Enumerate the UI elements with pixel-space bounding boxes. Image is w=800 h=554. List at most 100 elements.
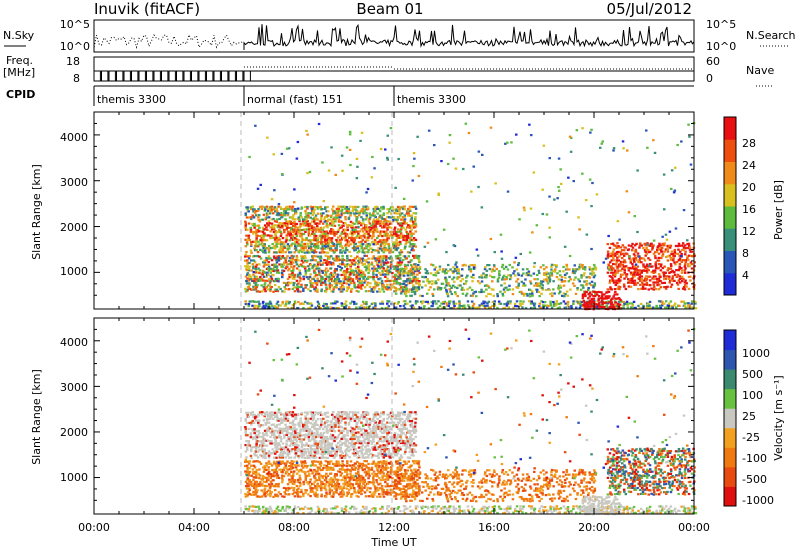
power-cell xyxy=(485,284,488,287)
power-cell xyxy=(350,282,353,285)
power-cell xyxy=(480,280,484,283)
power-cell xyxy=(616,271,619,274)
velocity-cell xyxy=(253,413,256,417)
power-cell xyxy=(326,241,330,244)
power-cell xyxy=(626,149,629,152)
velocity-cell xyxy=(327,424,330,427)
power-cell xyxy=(499,302,503,305)
velocity-cell xyxy=(349,411,352,414)
power-cell xyxy=(349,277,353,280)
velocity-cell xyxy=(246,444,249,447)
power-cell xyxy=(309,282,312,285)
power-cell xyxy=(617,259,621,262)
power-cell xyxy=(382,241,386,244)
power-cell xyxy=(320,278,323,281)
power-cell xyxy=(417,286,420,289)
power-cell xyxy=(267,278,271,281)
velocity-cell xyxy=(286,430,289,433)
power-cell xyxy=(300,283,303,286)
power-cell xyxy=(275,267,279,270)
power-cell xyxy=(640,269,644,272)
power-cell xyxy=(398,207,402,211)
power-cell xyxy=(299,244,302,247)
power-cell xyxy=(394,267,397,271)
power-cell xyxy=(376,241,379,244)
power-cell xyxy=(370,276,373,279)
power-cell xyxy=(307,307,310,310)
power-cell xyxy=(357,290,360,293)
power-cell xyxy=(345,269,349,272)
velocity-cell xyxy=(250,446,253,449)
power-cell xyxy=(646,263,649,266)
power-cell xyxy=(257,218,260,221)
power-cell xyxy=(374,222,377,225)
power-cell xyxy=(363,286,367,289)
power-cell xyxy=(442,302,445,305)
velocity-cell xyxy=(316,433,319,437)
power-cell xyxy=(306,172,309,175)
velocity-cell xyxy=(336,436,340,439)
power-cell xyxy=(671,277,674,280)
power-cell xyxy=(331,249,334,252)
power-cell xyxy=(298,269,301,272)
power-cell xyxy=(392,231,395,234)
freq-tick-bottom: 8 xyxy=(73,72,80,85)
velocity-cell xyxy=(345,411,349,414)
power-cell xyxy=(524,284,527,287)
power-cell xyxy=(263,239,266,242)
power-cell xyxy=(303,245,306,248)
power-cell xyxy=(307,245,310,248)
velocity-cell xyxy=(299,450,302,453)
power-cell xyxy=(347,210,351,213)
beam-title: Beam 01 xyxy=(356,0,423,18)
power-cell xyxy=(249,230,253,233)
power-cell xyxy=(262,300,265,303)
power-cell xyxy=(314,222,317,225)
power-cell xyxy=(618,297,621,300)
power-cell xyxy=(666,255,669,258)
power-cell xyxy=(307,232,311,235)
power-cell xyxy=(656,246,659,249)
power-cell xyxy=(329,232,333,235)
power-cell xyxy=(386,273,390,276)
power-cell xyxy=(306,259,309,262)
power-cell xyxy=(489,237,493,241)
power-cell xyxy=(626,306,630,309)
power-cell xyxy=(618,255,621,258)
power-cell xyxy=(666,259,670,262)
power-cell xyxy=(663,286,666,289)
power-cell xyxy=(406,234,410,237)
power-cell xyxy=(335,207,339,210)
power-cell xyxy=(538,282,541,285)
power-cell xyxy=(427,302,430,305)
power-cell xyxy=(403,214,407,217)
power-cell xyxy=(280,152,284,155)
power-cell xyxy=(408,214,412,217)
power-cell xyxy=(452,300,455,303)
power-cell xyxy=(461,292,465,295)
power-cell xyxy=(452,266,455,269)
power-cell xyxy=(597,305,601,308)
power-cell xyxy=(279,304,282,307)
power-cell xyxy=(374,228,377,231)
power-cell xyxy=(381,242,384,245)
power-cell xyxy=(397,157,400,161)
power-cell xyxy=(341,284,344,287)
velocity-cell xyxy=(270,415,273,418)
power-cell xyxy=(344,237,347,240)
power-cell xyxy=(293,222,297,225)
power-cell xyxy=(460,288,464,291)
power-cell xyxy=(372,271,375,274)
power-cell xyxy=(370,257,374,260)
power-cell xyxy=(541,280,545,283)
velocity-cell xyxy=(289,426,293,429)
power-cell xyxy=(639,242,642,245)
power-cell xyxy=(261,249,264,252)
power-cell xyxy=(413,293,417,296)
power-cell xyxy=(648,275,652,278)
power-cell xyxy=(318,222,321,225)
power-cell xyxy=(347,217,351,221)
velocity-cell xyxy=(361,435,365,438)
power-cell xyxy=(550,263,554,266)
power-cell xyxy=(361,276,364,279)
